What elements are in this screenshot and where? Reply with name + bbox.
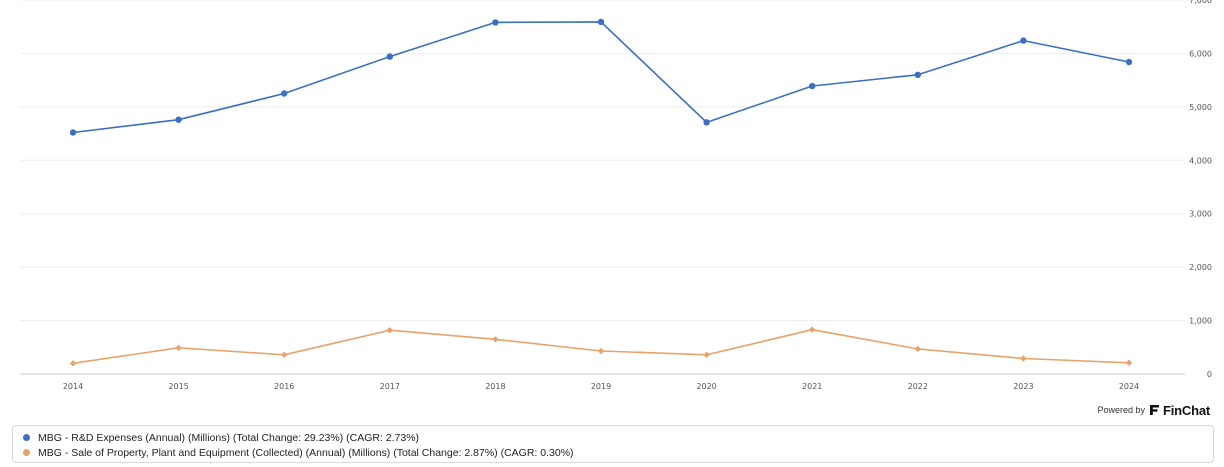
y-tick-label: 7,000: [1189, 0, 1212, 5]
brand-name: FinChat: [1163, 402, 1210, 418]
y-tick-label: 3,000: [1189, 210, 1212, 219]
x-tick-label: 2017: [380, 382, 400, 391]
legend-item[interactable]: MBG - R&D Expenses (Annual) (Millions) (…: [23, 430, 1203, 445]
data-point: [703, 351, 710, 358]
line-chart: 0 1,000 2,000 3,000 4,000 5,000 6,000 7,000 201…: [20, 0, 1212, 391]
y-axis: 0 1,000 2,000 3,000 4,000 5,000 6,000 7,000: [1189, 0, 1212, 379]
y-tick-label: 0: [1207, 370, 1212, 379]
data-point: [914, 71, 921, 79]
data-point: [492, 336, 499, 343]
x-tick-label: 2015: [168, 382, 188, 391]
x-tick-label: 2020: [696, 382, 716, 391]
series-line: [72, 21, 1130, 134]
powered-by-badge[interactable]: Powered by FinChat: [1097, 402, 1210, 418]
legend-swatch: [23, 449, 30, 456]
data-point: [1020, 37, 1027, 44]
y-tick-label: 1,000: [1189, 317, 1212, 326]
data-point: [597, 18, 605, 26]
legend-label: MBG - R&D Expenses (Annual) (Millions) (…: [38, 431, 420, 444]
x-tick-label: 2021: [802, 382, 822, 391]
data-point: [1125, 58, 1133, 66]
series-2: [69, 326, 1133, 367]
x-tick-label: 2024: [1119, 382, 1139, 391]
data-point: [1020, 355, 1027, 362]
finchat-logo: FinChat: [1149, 403, 1210, 418]
finchat-logo-icon: [1150, 405, 1160, 415]
data-point: [281, 351, 288, 358]
x-tick-label: 2023: [1013, 382, 1033, 391]
data-point: [175, 344, 182, 352]
data-point: [281, 90, 288, 97]
data-point: [386, 326, 393, 334]
chart-legend: MBG - R&D Expenses (Annual) (Millions) (…: [12, 425, 1214, 463]
data-point: [809, 326, 816, 333]
chart-area: 0 1,000 2,000 3,000 4,000 5,000 6,000 7,000 201…: [20, 0, 1212, 391]
data-point: [809, 82, 816, 90]
x-tick-label: 2014: [63, 382, 83, 391]
legend-swatch: [23, 434, 30, 441]
data-point: [597, 347, 605, 355]
data-point: [492, 19, 499, 26]
y-tick-label: 5,000: [1189, 103, 1212, 112]
data-point: [386, 53, 393, 60]
series-group: [69, 18, 1133, 367]
legend-item[interactable]: MBG - Sale of Property, Plant and Equipm…: [23, 445, 1203, 460]
powered-by-label: Powered by: [1097, 405, 1146, 415]
y-tick-label: 2,000: [1189, 263, 1212, 272]
series-line: [72, 328, 1130, 365]
x-tick-label: 2016: [274, 382, 294, 391]
y-tick-label: 6,000: [1189, 49, 1212, 58]
x-tick-label: 2019: [591, 382, 611, 391]
x-tick-labels: 2014 2015 2016 2017 2018 2019 2020 2021 2022 2023…: [63, 382, 1139, 391]
y-tick-label: 4,000: [1189, 156, 1212, 165]
data-point: [703, 119, 710, 126]
data-point: [69, 129, 77, 136]
grid-lines: [20, 0, 1185, 322]
data-point: [69, 360, 77, 367]
data-point: [914, 345, 921, 353]
x-tick-label: 2018: [485, 382, 505, 391]
x-tick-label: 2022: [908, 382, 928, 391]
series-1: [69, 18, 1133, 136]
data-point: [175, 116, 182, 123]
legend-label: MBG - Sale of Property, Plant and Equipm…: [38, 446, 574, 459]
data-point: [1125, 359, 1133, 366]
